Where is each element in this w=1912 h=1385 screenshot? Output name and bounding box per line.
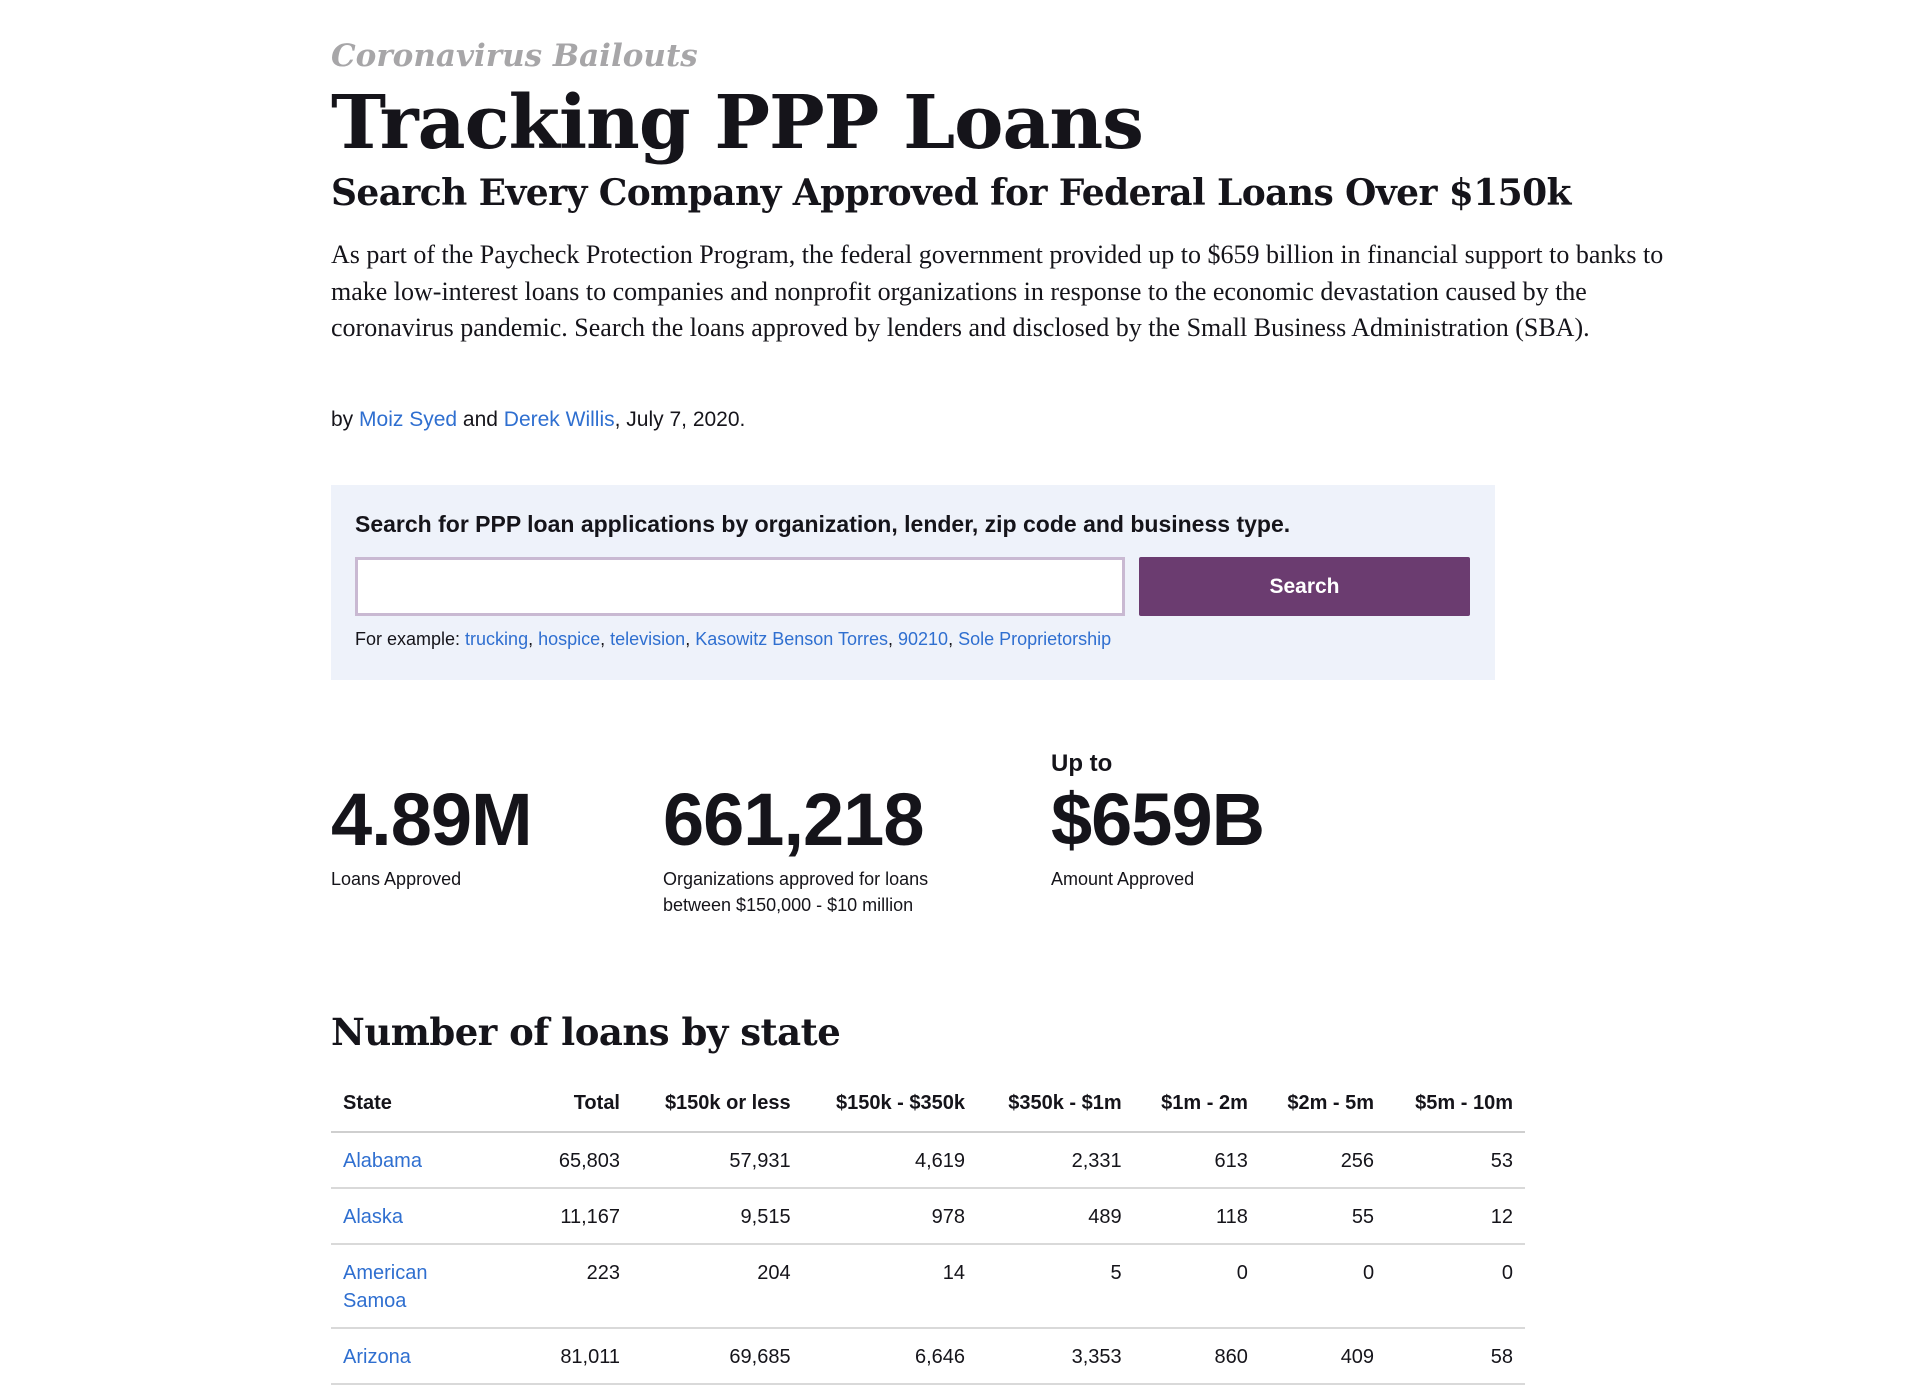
- table-cell: 0: [1133, 1244, 1260, 1329]
- table-cell: 9,515: [632, 1188, 803, 1245]
- column-header-total[interactable]: Total: [503, 1075, 632, 1133]
- page-subtitle: Search Every Company Approved for Federa…: [331, 172, 1571, 214]
- table-cell: 5: [977, 1244, 1134, 1329]
- table-cell: 0: [1259, 1244, 1387, 1329]
- stat-label: Organizations approved for loans between …: [663, 866, 928, 918]
- table-cell: 4,619: [802, 1132, 978, 1189]
- examples-label: For example:: [355, 629, 466, 649]
- intro-paragraph: As part of the Paycheck Protection Progr…: [331, 240, 1664, 342]
- stat-label-line2: between $150,000 - $10 million: [663, 895, 914, 915]
- author-link-derek-willis[interactable]: Derek Willis: [503, 408, 615, 431]
- column-header-1m-2m[interactable]: $1m - 2m: [1133, 1075, 1260, 1133]
- state-link-arizona[interactable]: Arizona: [343, 1346, 411, 1368]
- byline-prefix: by: [331, 408, 360, 431]
- stat-label-line1: Loans Approved: [331, 869, 462, 889]
- author-link-moiz-syed[interactable]: Moiz Syed: [359, 408, 458, 431]
- byline: by Moiz Syed and Derek Willis, July 7, 2…: [331, 405, 745, 435]
- table-cell: 223: [503, 1244, 632, 1329]
- table-cell: 3,353: [977, 1328, 1134, 1385]
- table-cell: 57,931: [632, 1132, 803, 1189]
- search-prompt: Search for PPP loan applications by orga…: [355, 511, 1291, 537]
- table-cell: 978: [802, 1188, 978, 1245]
- stat-prefix: Up to: [1051, 750, 1113, 777]
- stat-label-line1: Amount Approved: [1051, 869, 1195, 889]
- example-link-television[interactable]: television: [610, 629, 686, 649]
- example-link-trucking[interactable]: trucking: [465, 629, 529, 649]
- state-link-american-samoa[interactable]: American Samoa: [343, 1262, 427, 1312]
- search-input[interactable]: [355, 557, 1125, 616]
- table-row: American Samoa 223 204 14 5 0 0 0: [331, 1244, 1525, 1329]
- table-cell: 55: [1259, 1188, 1387, 1245]
- table-cell: 118: [1133, 1188, 1260, 1245]
- table-cell: 53: [1386, 1132, 1525, 1189]
- table-cell: 613: [1133, 1132, 1260, 1189]
- stat-label-line1: Organizations approved for loans: [663, 869, 929, 889]
- table-cell: 256: [1259, 1132, 1387, 1189]
- state-table-title: Number of loans by state: [331, 1010, 841, 1054]
- column-header-state[interactable]: State: [331, 1075, 503, 1133]
- stat-value: 4.89M: [331, 778, 533, 861]
- stat-amount-approved: Up to $659B Amount Approved: [1051, 750, 1265, 892]
- stat-label: Amount Approved: [1051, 866, 1264, 892]
- page-title: Tracking PPP Loans: [331, 80, 1144, 166]
- column-header-150k-350k[interactable]: $150k - $350k: [802, 1075, 978, 1133]
- byline-and: and: [457, 408, 504, 431]
- table-cell: 69,685: [632, 1328, 803, 1385]
- stat-prefix: [331, 750, 532, 780]
- table-cell: 489: [977, 1188, 1134, 1245]
- state-link-alaska[interactable]: Alaska: [343, 1206, 404, 1228]
- table-cell: 2,331: [977, 1132, 1134, 1189]
- example-link-90210[interactable]: 90210: [898, 629, 949, 649]
- column-header-350k-1m[interactable]: $350k - $1m: [977, 1075, 1134, 1133]
- state-name-line2: Samoa: [343, 1290, 407, 1312]
- column-header-5m-10m[interactable]: $5m - 10m: [1386, 1075, 1525, 1133]
- stat-value: $659B: [1051, 778, 1265, 861]
- search-panel: Search for PPP loan applications by orga…: [331, 485, 1495, 680]
- section-kicker: Coronavirus Bailouts: [331, 38, 698, 74]
- state-link-alabama[interactable]: Alabama: [343, 1150, 422, 1172]
- state-name-line1: American: [343, 1262, 428, 1284]
- table-cell: 81,011: [503, 1328, 632, 1385]
- table-header-row: State Total $150k or less $150k - $350k …: [331, 1075, 1525, 1133]
- stat-value: 661,218: [663, 778, 925, 861]
- stat-label: Loans Approved: [331, 866, 532, 892]
- table-cell: 11,167: [503, 1188, 632, 1245]
- search-button[interactable]: Search: [1139, 557, 1470, 616]
- search-examples: For example: trucking, hospice, televisi…: [355, 629, 1112, 649]
- stat-organizations: 661,218 Organizations approved for loans…: [663, 750, 928, 918]
- byline-date: , July 7, 2020.: [614, 408, 746, 431]
- column-header-2m-5m[interactable]: $2m - 5m: [1259, 1075, 1387, 1133]
- table-cell: 12: [1386, 1188, 1525, 1245]
- example-link-kasowitz[interactable]: Kasowitz Benson Torres: [695, 629, 888, 649]
- column-header-150k-or-less[interactable]: $150k or less: [632, 1075, 803, 1133]
- table-cell: 58: [1386, 1328, 1525, 1385]
- state-cell: American Samoa: [331, 1244, 503, 1329]
- table-cell: 65,803: [503, 1132, 632, 1189]
- table-row: Alaska 11,167 9,515 978 489 118 55 12: [331, 1188, 1525, 1245]
- table-cell: 860: [1133, 1328, 1260, 1385]
- table-cell: 0: [1386, 1244, 1525, 1329]
- example-link-hospice[interactable]: hospice: [538, 629, 601, 649]
- state-cell: Alabama: [331, 1132, 503, 1189]
- table-cell: 14: [802, 1244, 978, 1329]
- table-row: Alabama 65,803 57,931 4,619 2,331 613 25…: [331, 1132, 1525, 1189]
- table-cell: 6,646: [802, 1328, 978, 1385]
- table-cell: 204: [632, 1244, 803, 1329]
- table-cell: 409: [1259, 1328, 1387, 1385]
- stat-loans-approved: 4.89M Loans Approved: [331, 750, 533, 892]
- state-cell: Arizona: [331, 1328, 503, 1385]
- table-row: Arizona 81,011 69,685 6,646 3,353 860 40…: [331, 1328, 1525, 1385]
- state-cell: Alaska: [331, 1188, 503, 1245]
- example-link-sole-proprietorship[interactable]: Sole Proprietorship: [958, 629, 1112, 649]
- stat-prefix: [663, 750, 928, 780]
- loans-by-state-table: State Total $150k or less $150k - $350k …: [331, 1075, 1525, 1385]
